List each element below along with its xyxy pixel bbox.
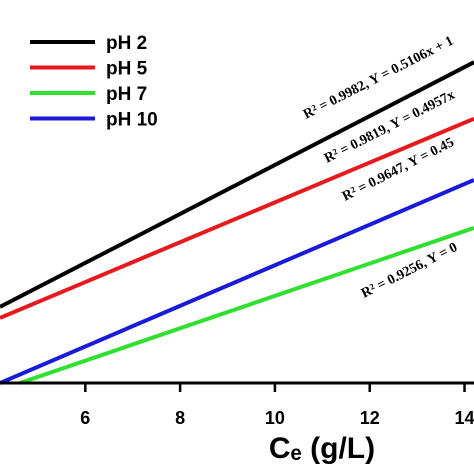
legend-label: pH 10 bbox=[106, 110, 158, 131]
x-tick-label: 12 bbox=[360, 408, 380, 428]
x-tick-label: 10 bbox=[265, 408, 285, 428]
legend-label: pH 7 bbox=[106, 84, 147, 105]
legend-label: pH 5 bbox=[106, 59, 148, 80]
data-line bbox=[0, 60, 474, 309]
x-axis-label: Cₑ (g/L) bbox=[269, 432, 375, 465]
x-tick-label: 14 bbox=[455, 408, 474, 428]
data-line bbox=[0, 178, 474, 385]
legend-label: pH 2 bbox=[106, 33, 147, 54]
x-tick-label: 6 bbox=[80, 408, 90, 428]
data-line bbox=[0, 116, 474, 320]
data-line bbox=[19, 226, 474, 385]
x-tick-label: 8 bbox=[175, 408, 185, 428]
